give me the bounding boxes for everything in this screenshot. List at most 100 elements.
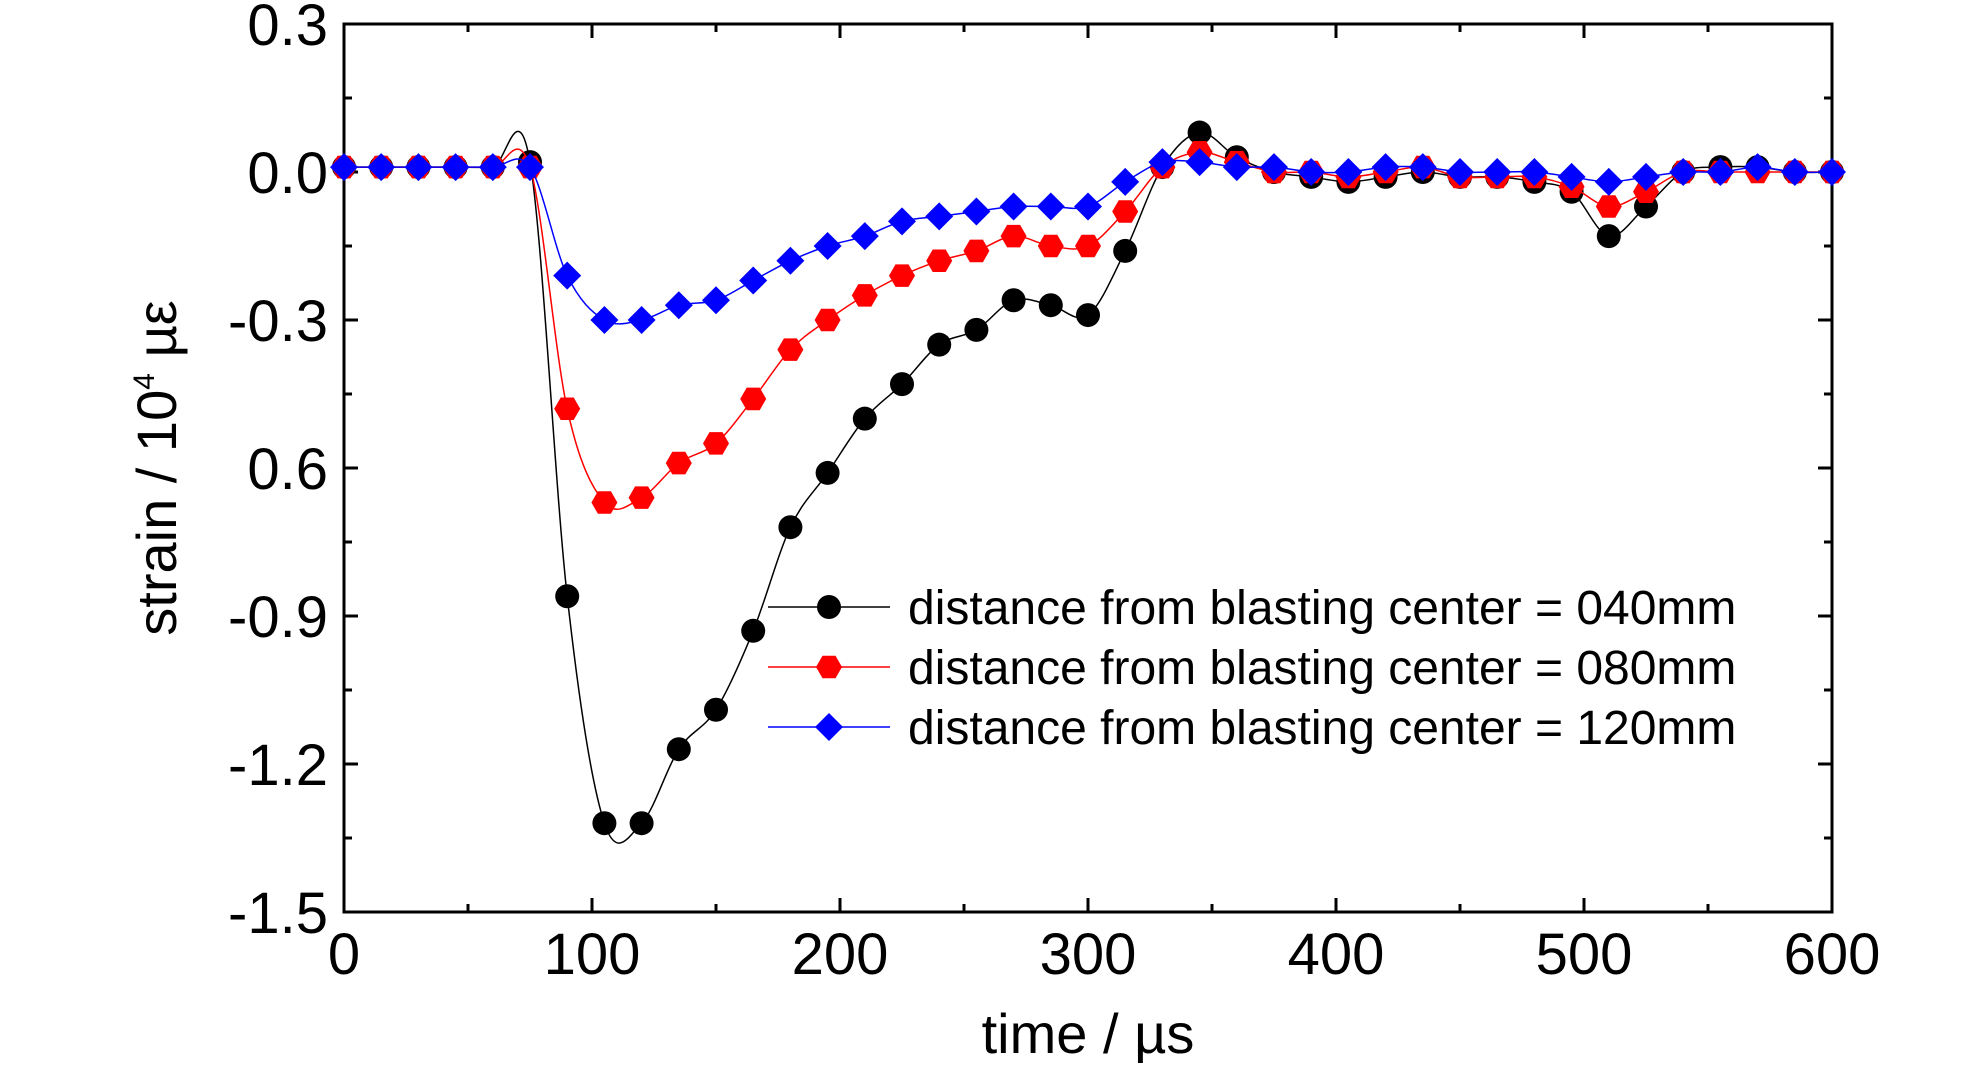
- data-point: [628, 486, 655, 509]
- y-tick-label: -1.2: [228, 733, 328, 798]
- data-point: [741, 618, 766, 643]
- data-point: [999, 192, 1028, 221]
- y-tick-label: -0.3: [228, 289, 328, 354]
- y-axis-title-unit: µε: [125, 300, 188, 373]
- data-point: [666, 737, 691, 762]
- data-point: [1185, 148, 1214, 177]
- data-point: [1075, 234, 1101, 258]
- data-point: [1260, 153, 1288, 182]
- data-point: [1038, 293, 1063, 318]
- data-point: [815, 460, 840, 485]
- data-point: [367, 153, 396, 182]
- data-point: [1594, 167, 1623, 196]
- data-point: [776, 246, 805, 275]
- legend-item: distance from blasting center = 040mm: [768, 582, 1736, 635]
- data-point: [554, 397, 581, 421]
- data-point: [1036, 192, 1065, 221]
- data-point: [629, 811, 654, 836]
- data-point: [1780, 158, 1809, 186]
- data-point: [1595, 195, 1622, 218]
- data-point: [591, 491, 618, 514]
- data-point: [664, 291, 693, 320]
- data-point: [1483, 158, 1512, 186]
- y-tick-label: 0.3: [247, 0, 328, 58]
- data-point: [1371, 153, 1400, 182]
- data-point: [1743, 153, 1772, 182]
- data-point: [1187, 120, 1212, 145]
- data-point: [1818, 158, 1846, 186]
- data-point: [1520, 158, 1549, 186]
- data-point: [777, 338, 804, 361]
- data-point: [441, 153, 470, 182]
- data-point: [1111, 167, 1140, 196]
- data-point: [1148, 148, 1177, 177]
- legend-label: distance from blasting center = 040mm: [908, 582, 1736, 635]
- data-point: [851, 284, 878, 307]
- data-point: [665, 451, 692, 475]
- data-point: [1297, 158, 1326, 186]
- data-point: [889, 264, 915, 287]
- data-point: [555, 584, 580, 609]
- axis-ticks: 0 100 200 300 400 500 600 0.3 0.0 -0.3 0.6 -0.9 -1.2…: [228, 0, 1880, 987]
- x-axis-title: time / µs: [982, 1002, 1195, 1063]
- plot-frame: [342, 22, 1834, 914]
- x-tick-label: 300: [1040, 922, 1137, 987]
- data-point: [964, 317, 989, 342]
- data-point: [852, 406, 877, 431]
- data-point: [850, 222, 879, 251]
- data-point: [1669, 158, 1698, 186]
- legend: distance from blasting center = 040mm dis…: [768, 582, 1736, 755]
- data-point: [890, 372, 914, 397]
- x-tick-label: 0: [328, 922, 360, 987]
- data-point: [927, 332, 952, 357]
- data-point: [813, 232, 842, 260]
- y-tick-label: -0.9: [228, 585, 328, 650]
- legend-label: distance from blasting center = 080mm: [908, 642, 1736, 695]
- x-tick-label: 500: [1536, 922, 1633, 987]
- data-point: [1074, 192, 1102, 221]
- data-point: [1222, 153, 1251, 182]
- data-point: [1706, 158, 1735, 186]
- data-point: [1113, 238, 1138, 263]
- series-3: [330, 148, 1846, 334]
- data-point: [778, 515, 803, 540]
- data-point: [1112, 200, 1139, 223]
- data-point: [962, 197, 991, 226]
- data-point: [1446, 158, 1474, 186]
- data-point: [1334, 158, 1363, 186]
- legend-marker: [815, 713, 843, 741]
- y-axis-title-base: strain / 10: [125, 390, 188, 636]
- data-point: [739, 266, 768, 295]
- data-point: [1000, 224, 1027, 248]
- y-tick-label: 0.0: [247, 141, 328, 206]
- x-tick-label: 100: [544, 922, 641, 987]
- data-point: [553, 261, 582, 290]
- data-point: [925, 202, 954, 231]
- data-point: [590, 306, 619, 334]
- data-point: [963, 239, 990, 263]
- series-layer: [330, 120, 1846, 844]
- data-point: [740, 387, 767, 411]
- data-point: [1596, 224, 1621, 249]
- data-point: [592, 811, 617, 836]
- data-point: [1632, 162, 1660, 191]
- data-point: [404, 153, 433, 182]
- y-axis-title-exponent: 4: [128, 373, 161, 390]
- y-tick-label: 0.6: [247, 437, 328, 502]
- legend-marker: [816, 655, 842, 679]
- x-tick-label: 200: [792, 922, 889, 987]
- data-point: [330, 153, 358, 182]
- data-point: [704, 697, 728, 722]
- data-point: [703, 432, 729, 455]
- data-point: [1557, 162, 1586, 191]
- data-point: [1037, 234, 1064, 258]
- x-tick-label: 600: [1784, 922, 1881, 987]
- x-tick-label: 400: [1288, 922, 1385, 987]
- data-point: [1408, 153, 1437, 182]
- data-point: [627, 306, 656, 334]
- data-point: [1001, 288, 1026, 313]
- data-point: [814, 308, 841, 332]
- legend-label: distance from blasting center = 120mm: [908, 702, 1736, 755]
